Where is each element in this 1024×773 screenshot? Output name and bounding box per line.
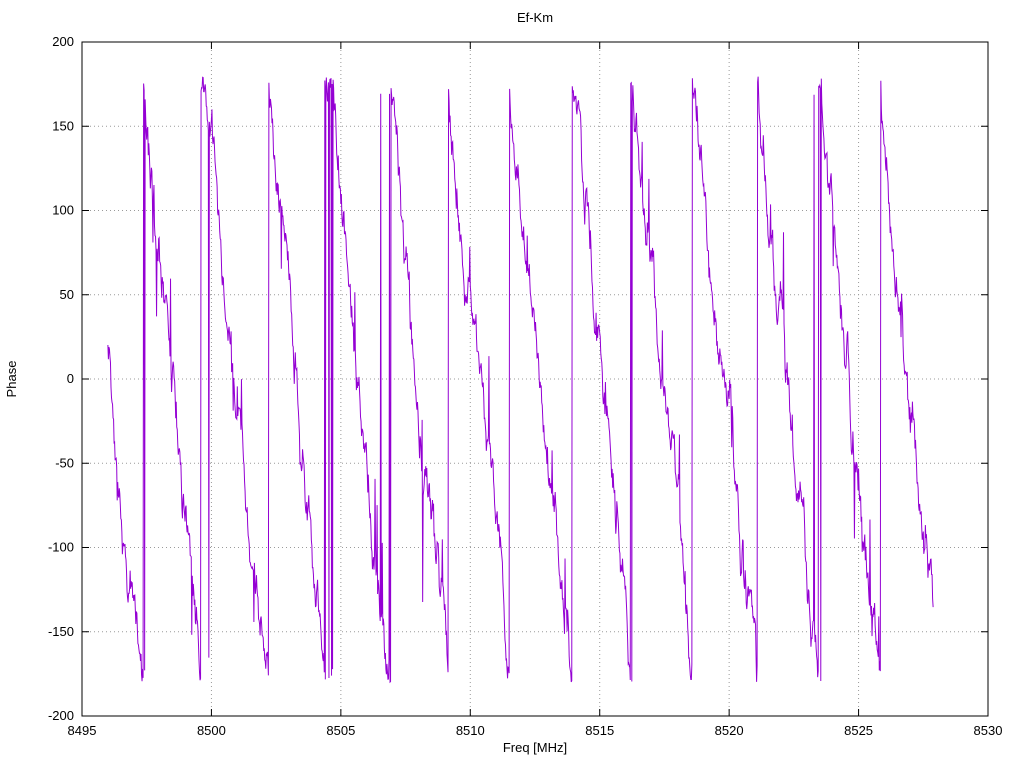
y-tick-label: -50 [55, 455, 74, 470]
x-tick-label: 8520 [715, 723, 744, 738]
y-tick-label: 200 [52, 34, 74, 49]
y-tick-label: 50 [60, 287, 74, 302]
grid [81, 41, 989, 717]
y-tick-label: -200 [48, 708, 74, 723]
y-tick-label: 150 [52, 118, 74, 133]
axis-labels: Ef-Km Freq [MHz] Phase [4, 10, 567, 755]
y-axis-label: Phase [4, 361, 19, 398]
phase-trace-layer [107, 76, 934, 684]
tick-marks [81, 41, 989, 717]
x-axis-label: Freq [MHz] [503, 740, 567, 755]
y-tick-label: 0 [67, 371, 74, 386]
x-tick-label: 8525 [844, 723, 873, 738]
tick-labels: 8495 8500 8505 8510 8515 8520 8525 8530 -200 -150… [48, 34, 1002, 738]
x-tick-label: 8510 [456, 723, 485, 738]
y-tick-label: -150 [48, 624, 74, 639]
y-tick-label: -100 [48, 540, 74, 555]
x-tick-label: 8505 [326, 723, 355, 738]
phase-trace [107, 76, 934, 684]
chart-title: Ef-Km [517, 10, 553, 25]
x-tick-label: 8500 [197, 723, 226, 738]
x-tick-label: 8530 [974, 723, 1003, 738]
y-tick-label: 100 [52, 203, 74, 218]
x-tick-label: 8495 [68, 723, 97, 738]
x-tick-label: 8515 [585, 723, 614, 738]
